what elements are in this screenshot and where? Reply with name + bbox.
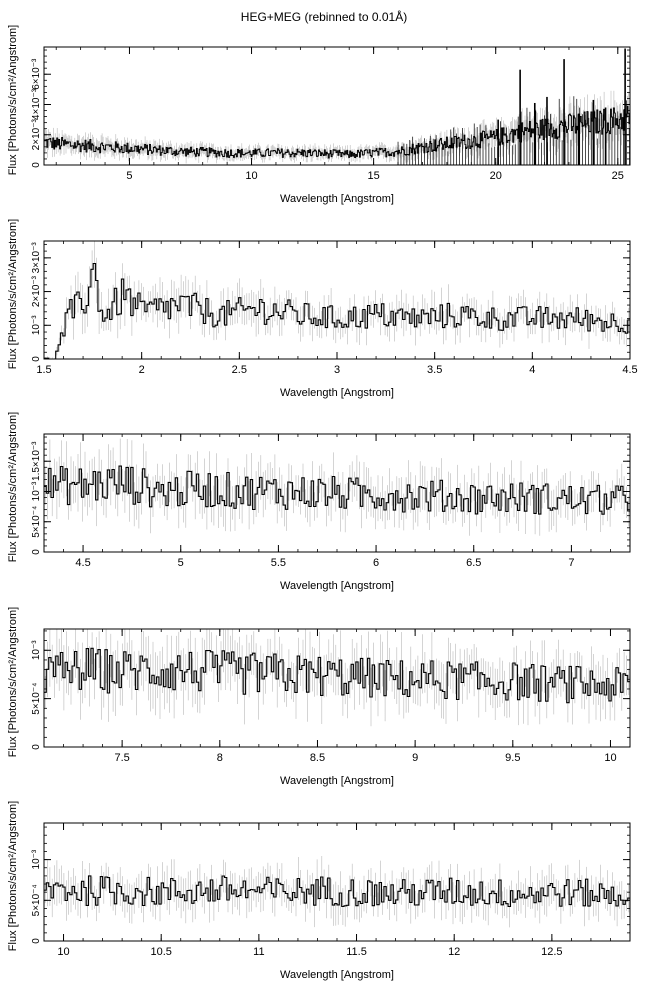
- flux-line: [44, 647, 630, 704]
- y-tick-label: 2×10⁻³: [31, 119, 42, 151]
- x-axis-label: Wavelength [Angstrom]: [280, 969, 394, 981]
- panel-2: 1.5 2 2.5 3 3.5 4 4.5 0 10⁻³ 2×10⁻³3×10⁻³ Waveleng…: [7, 219, 638, 399]
- spectrum-trace: [44, 105, 630, 159]
- error-bar-lines: [44, 629, 630, 727]
- panel-5: 10 10.5 11 11.5 12 12.5 0 5×10⁻⁴ 10⁻³ Wavelength …: [7, 801, 631, 981]
- x-tick-label: 10: [57, 946, 69, 958]
- y-tick-label: 10⁻³: [31, 640, 42, 660]
- x-axis-label: Wavelength [Angstrom]: [280, 580, 394, 592]
- error-bars: [44, 629, 630, 727]
- x-axis-label: Wavelength [Angstrom]: [280, 193, 394, 205]
- y-tick-label: 3×10⁻³: [31, 242, 42, 274]
- flux-line: [44, 262, 630, 359]
- y-tick-label: 10⁻³: [31, 315, 42, 335]
- x-tick-label: 25: [612, 170, 624, 182]
- x-tick-label: 8: [217, 752, 223, 764]
- x-tick-label: 4.5: [75, 557, 90, 569]
- plot-frame: [43, 46, 631, 166]
- y-tick-label: 5×10⁻⁴: [31, 506, 42, 538]
- x-tick-label: 9: [412, 752, 418, 764]
- x-tick-label: 10: [604, 752, 616, 764]
- x-tick-label: 3.5: [427, 364, 442, 376]
- spectrum-trace: [44, 875, 630, 909]
- x-tick-label: 7: [568, 557, 574, 569]
- y-tick-label: 0: [31, 938, 42, 944]
- x-tick-label: 5: [126, 170, 132, 182]
- panel-4: 7.5 8 8.5 9 9.5 10 0 5×10⁻⁴ 10⁻³ Wavelength [Angs…: [7, 607, 631, 787]
- y-tick-label: 4×10⁻³: [31, 88, 42, 120]
- x-tick-label: 12: [448, 946, 460, 958]
- x-tick-label: 6.5: [466, 557, 481, 569]
- y-tick-label: 1.5×10⁻³: [31, 441, 42, 481]
- x-axis-label: Wavelength [Angstrom]: [280, 775, 394, 787]
- x-tick-label: 9.5: [505, 752, 520, 764]
- x-tick-label: 4.5: [622, 364, 637, 376]
- x-tick-label: 5.5: [271, 557, 286, 569]
- panel-1: 5 10 15 20 25 0 2×10⁻³4×10⁻³6×10⁻³ Wavelength […: [7, 25, 631, 205]
- y-tick-label: 0: [31, 162, 42, 168]
- x-tick-label: 10.5: [150, 946, 171, 958]
- y-tick-label: 0: [31, 356, 42, 362]
- y-tick-label: 5×10⁻⁴: [31, 683, 42, 715]
- flux-line: [44, 105, 630, 159]
- x-tick-label: 10: [245, 170, 257, 182]
- spectrum-trace: [44, 262, 630, 359]
- x-tick-label: 5: [178, 557, 184, 569]
- y-tick-label: 2×10⁻³: [31, 275, 42, 307]
- x-tick-label: 6: [373, 557, 379, 569]
- spectrum-trace: [44, 647, 630, 704]
- x-tick-label: 15: [368, 170, 380, 182]
- y-axis-label: Flux [Photons/s/cm²/Angstrom]: [7, 412, 19, 562]
- x-axis-label: Wavelength [Angstrom]: [280, 387, 394, 399]
- y-axis-label: Flux [Photons/s/cm²/Angstrom]: [7, 25, 19, 175]
- figure-title: HEG+MEG (rebinned to 0.01Å): [240, 10, 408, 24]
- x-tick-label: 1.5: [36, 364, 51, 376]
- y-axis-label: Flux [Photons/s/cm²/Angstrom]: [7, 801, 19, 951]
- x-tick-label: 2: [139, 364, 145, 376]
- x-tick-label: 20: [490, 170, 502, 182]
- y-tick-label: 10⁻³: [31, 481, 42, 501]
- y-tick-label: 0: [31, 549, 42, 555]
- x-tick-label: 8.5: [310, 752, 325, 764]
- y-tick-label: 0: [31, 744, 42, 750]
- error-bar-lines: [44, 90, 630, 164]
- panel-3: 4.5 5 5.5 6 6.5 7 0 5×10⁻⁴ 10⁻³1.5×10⁻³ Wavelengt…: [7, 412, 631, 592]
- y-tick-label: 5×10⁻⁴: [31, 884, 42, 916]
- x-tick-label: 4: [529, 364, 535, 376]
- x-tick-label: 11.5: [346, 946, 367, 958]
- x-tick-label: 2.5: [232, 364, 247, 376]
- error-bars: [44, 90, 630, 164]
- y-tick-label: 10⁻³: [31, 849, 42, 869]
- y-axis-label: Flux [Photons/s/cm²/Angstrom]: [7, 607, 19, 757]
- y-axis-label: Flux [Photons/s/cm²/Angstrom]: [7, 219, 19, 369]
- y-tick-label: 6×10⁻³: [31, 58, 42, 90]
- x-tick-label: 11: [253, 946, 264, 958]
- x-tick-label: 7.5: [114, 752, 129, 764]
- x-tick-label: 3: [334, 364, 340, 376]
- flux-line: [44, 465, 630, 515]
- spectrum-trace: [44, 465, 630, 515]
- x-tick-label: 12.5: [541, 946, 562, 958]
- flux-line: [44, 875, 630, 909]
